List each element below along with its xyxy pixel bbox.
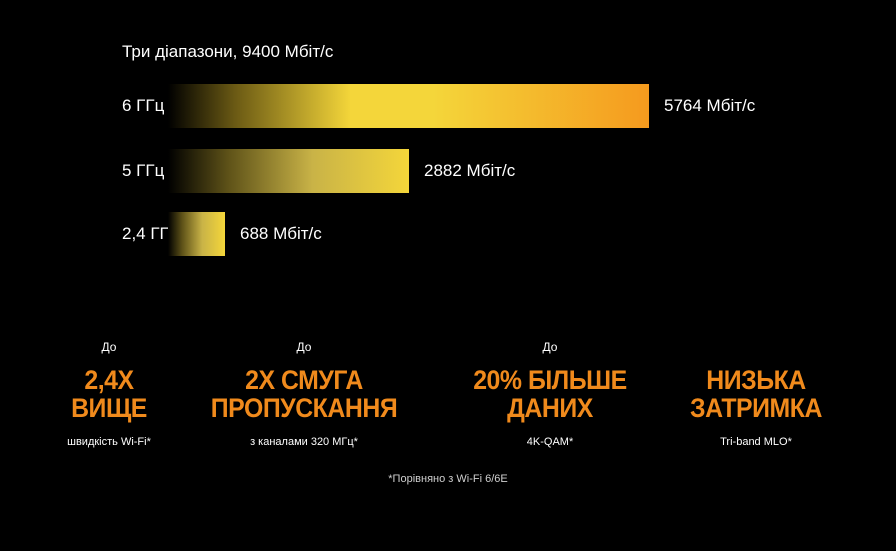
bar <box>168 84 649 128</box>
bar <box>168 212 225 256</box>
feature-subtext: Tri-band MLO* <box>720 436 792 448</box>
feature-headline: 20% БІЛЬШЕ ДАНИХ <box>444 366 656 422</box>
feature-headline-line: 2X СМУГА <box>245 365 363 395</box>
feature-headline-line: ДАНИХ <box>507 393 593 423</box>
feature-headline-line: НИЗЬКА <box>706 365 806 395</box>
band-label: 6 ГГц <box>122 96 165 115</box>
feature-data: До 20% БІЛЬШЕ ДАНИХ 4K-QAM* <box>435 330 665 448</box>
footnote: *Порівняно з Wi-Fi 6/6E <box>388 473 508 485</box>
feature-subtext: 4K-QAM* <box>526 436 574 448</box>
bar-chart: 6 ГГц 5764 Мбіт/с 5 ГГц 2882 Мбіт/с 2,4 ГГц 6… <box>122 84 756 256</box>
feature-latency: НИЗЬКА ЗАТРИМКА Tri-band MLO* <box>641 330 871 448</box>
feature-bandwidth: До 2X СМУГА ПРОПУСКАННЯ з каналами 320 М… <box>189 330 419 448</box>
chart-title: Три діапазони, 9400 Мбіт/с <box>122 42 334 61</box>
band-label: 5 ГГц <box>122 161 165 180</box>
feature-row: До 2,4X ВИЩЕ швидкість Wi-Fi* До 2X СМУГ… <box>0 330 896 470</box>
feature-headline-line: ВИЩЕ <box>71 393 147 423</box>
feature-headline-line: 2,4X <box>84 365 134 395</box>
bar-value-label: 5764 Мбіт/с <box>664 96 756 115</box>
feature-prefix: До <box>542 340 558 354</box>
bar-value-label: 2882 Мбіт/с <box>424 161 516 180</box>
feature-prefix <box>641 338 871 356</box>
bar <box>168 149 409 193</box>
feature-headline-line: 20% БІЛЬШЕ <box>473 365 627 395</box>
feature-prefix: До <box>101 340 117 354</box>
feature-prefix: До <box>296 340 312 354</box>
feature-headline-line: ЗАТРИМКА <box>690 393 822 423</box>
feature-speed: До 2,4X ВИЩЕ швидкість Wi-Fi* <box>0 330 224 448</box>
feature-headline: 2X СМУГА ПРОПУСКАННЯ <box>198 366 410 422</box>
bar-value-label: 688 Мбіт/с <box>240 224 322 243</box>
feature-subtext: з каналами 320 МГц* <box>250 436 358 448</box>
feature-headline: НИЗЬКА ЗАТРИМКА <box>650 366 862 422</box>
feature-headline: 2,4X ВИЩЕ <box>3 366 215 422</box>
band-label: 2,4 ГГц <box>122 224 179 243</box>
feature-subtext: швидкість Wi-Fi* <box>67 436 151 448</box>
feature-headline-line: ПРОПУСКАННЯ <box>210 393 398 423</box>
